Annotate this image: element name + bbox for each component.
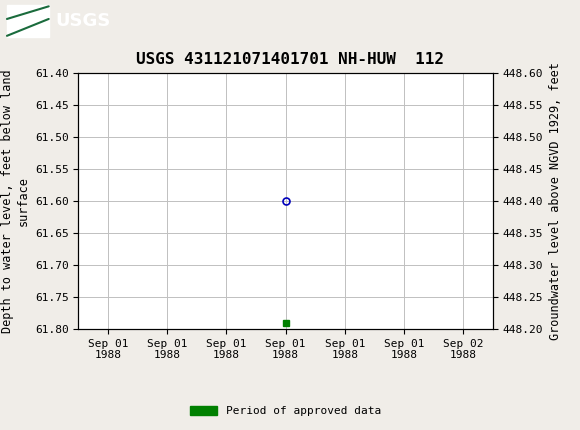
Text: USGS: USGS (55, 12, 110, 30)
Legend: Period of approved data: Period of approved data (185, 402, 386, 421)
Y-axis label: Groundwater level above NGVD 1929, feet: Groundwater level above NGVD 1929, feet (549, 62, 562, 340)
Text: USGS 431121071401701 NH-HUW  112: USGS 431121071401701 NH-HUW 112 (136, 52, 444, 67)
Bar (7, 5, 49, 37)
Y-axis label: Depth to water level, feet below land
surface: Depth to water level, feet below land su… (1, 69, 29, 333)
